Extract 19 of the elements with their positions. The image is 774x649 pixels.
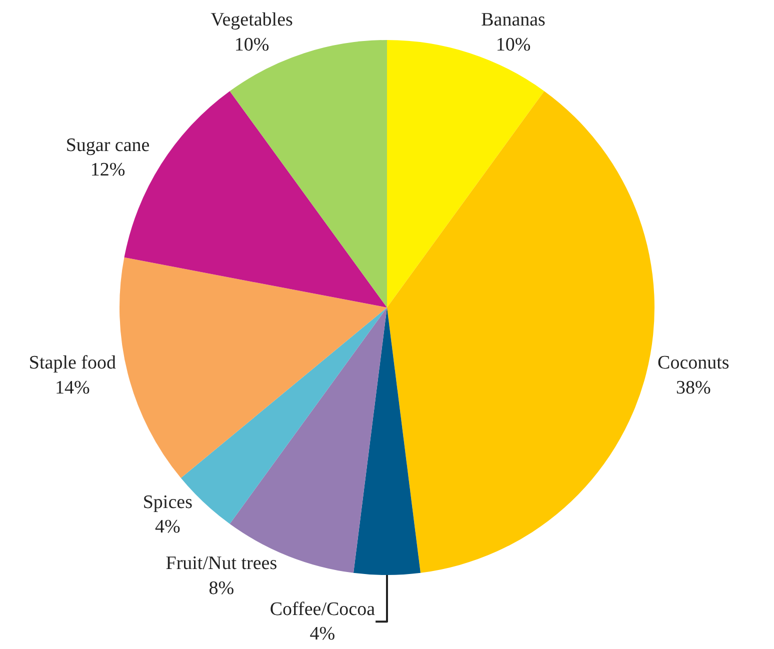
slice-label: Fruit/Nut trees	[166, 553, 278, 574]
pie-slice	[387, 91, 654, 573]
data-label: 12%	[90, 159, 126, 180]
slice-label: Vegetables	[210, 10, 293, 31]
slice-label: Staple food	[28, 352, 116, 374]
data-label: 10%	[496, 34, 531, 56]
data-label: 10%	[234, 34, 270, 56]
data-label: 8%	[208, 578, 234, 599]
data-label: 14%	[55, 377, 90, 398]
pie-slice	[120, 257, 387, 478]
data-label: 4%	[310, 624, 336, 645]
slice-label: Coffee/Cocoa	[270, 598, 376, 620]
data-label: 38%	[676, 377, 711, 398]
slice-label: Sugar cane	[66, 134, 150, 156]
slice-label: Coconuts	[658, 352, 730, 374]
pie-slice	[353, 308, 421, 575]
data-label: 4%	[154, 516, 180, 538]
slice-label: Bananas	[481, 10, 546, 31]
slice-label: Spices	[142, 492, 192, 513]
